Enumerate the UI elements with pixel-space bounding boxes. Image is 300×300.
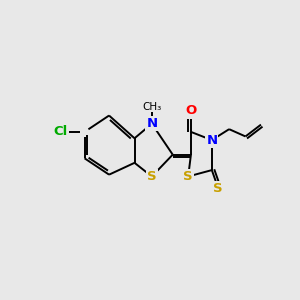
Text: N: N	[146, 117, 158, 130]
Text: S: S	[183, 170, 193, 183]
Text: O: O	[185, 104, 197, 118]
Text: Cl: Cl	[54, 125, 68, 138]
Text: CH₃: CH₃	[142, 102, 161, 112]
Text: N: N	[206, 134, 218, 147]
Text: S: S	[147, 170, 157, 183]
Text: S: S	[213, 182, 223, 195]
